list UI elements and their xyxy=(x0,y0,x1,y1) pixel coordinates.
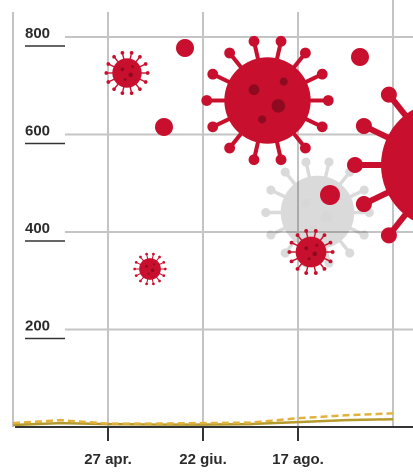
virus-dot xyxy=(176,39,194,57)
y-tick-label: 800 xyxy=(25,25,50,42)
decoration xyxy=(104,36,413,285)
virus-decoration xyxy=(133,253,166,286)
y-tick-label: 200 xyxy=(25,317,50,334)
x-tick-label: 22 giu. xyxy=(179,451,227,468)
virus-dot xyxy=(351,48,369,66)
chart: 200 400 600 800 27 apr. 22 giu. 17 ago. xyxy=(0,0,413,472)
y-tick-label: 600 xyxy=(25,122,50,139)
x-tick-label: 27 apr. xyxy=(84,451,132,468)
virus-dot xyxy=(155,118,173,136)
header-box xyxy=(0,0,326,12)
virus-decoration xyxy=(201,36,333,165)
y-tick-label: 400 xyxy=(25,220,50,237)
virus-dot xyxy=(320,185,340,205)
x-tick-label: 17 ago. xyxy=(272,451,324,468)
virus-decoration xyxy=(104,51,149,95)
